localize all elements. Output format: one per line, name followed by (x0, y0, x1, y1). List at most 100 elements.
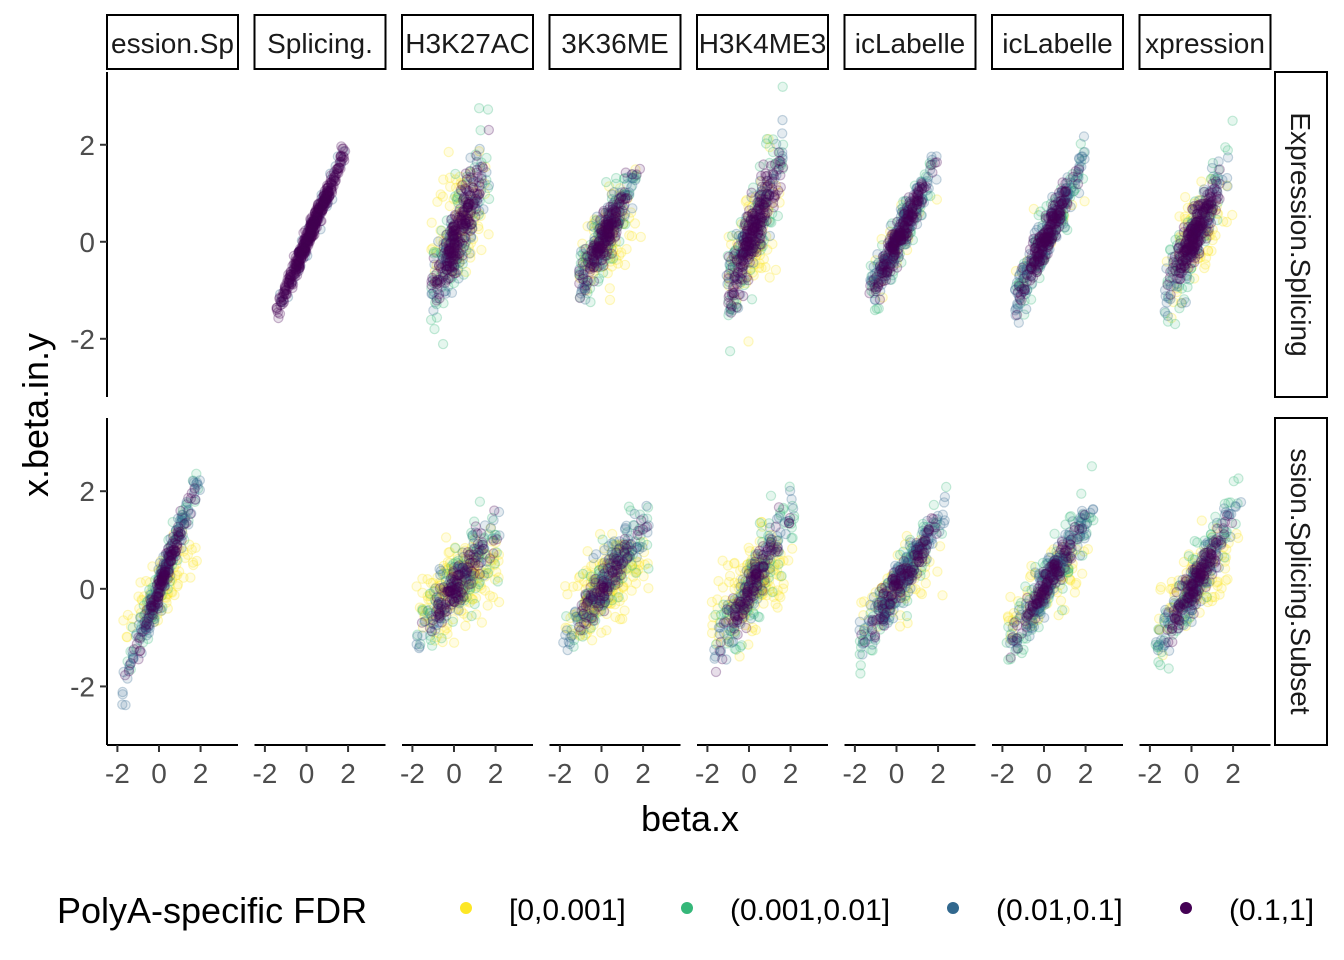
data-point (436, 633, 447, 644)
data-point (300, 237, 311, 248)
data-point (435, 569, 446, 581)
data-point (438, 174, 449, 185)
data-point (298, 235, 309, 246)
panels-layer (117, 81, 1247, 711)
data-point (1179, 262, 1191, 273)
data-point (886, 229, 898, 240)
data-point (426, 280, 437, 291)
data-point (610, 230, 621, 242)
data-point (1188, 257, 1200, 268)
data-point (751, 246, 762, 258)
data-point (295, 260, 306, 272)
data-point (335, 150, 346, 162)
data-point (444, 272, 455, 284)
data-point (1193, 235, 1204, 246)
data-point (594, 586, 606, 597)
data-point (492, 576, 503, 587)
data-point (425, 634, 436, 646)
data-point (783, 555, 794, 566)
data-point (294, 249, 305, 260)
data-point (322, 187, 333, 199)
data-point (311, 210, 322, 222)
data-point (723, 291, 734, 303)
data-point (185, 508, 196, 520)
data-point (459, 183, 471, 194)
data-point (317, 204, 328, 215)
data-point (1032, 247, 1044, 258)
data-point (309, 214, 320, 225)
data-point (440, 599, 451, 610)
data-point (322, 197, 333, 209)
data-point (485, 522, 497, 534)
data-point (293, 247, 304, 258)
data-point (476, 244, 487, 256)
data-point (431, 268, 442, 280)
data-point (319, 198, 330, 209)
data-point (758, 202, 769, 213)
data-point (488, 548, 499, 559)
data-point (290, 259, 301, 270)
data-point (764, 272, 775, 283)
data-point (426, 217, 437, 228)
data-point (289, 263, 300, 274)
data-point (630, 578, 642, 589)
data-point (422, 605, 433, 617)
data-point (610, 572, 621, 583)
panel-r2-c3 (411, 496, 505, 654)
data-point (893, 252, 904, 263)
data-point (1162, 310, 1174, 322)
data-point (300, 235, 311, 246)
data-point (429, 323, 440, 335)
data-point (1067, 171, 1079, 183)
data-point (629, 218, 641, 229)
data-point (187, 557, 199, 568)
data-point (1214, 164, 1225, 175)
data-point (312, 211, 323, 223)
data-point (304, 221, 316, 232)
data-point (1222, 152, 1234, 163)
data-point (135, 645, 146, 656)
data-point (758, 254, 770, 265)
data-point (476, 173, 487, 184)
data-point (584, 263, 596, 275)
data-point (435, 277, 446, 288)
data-point (1061, 197, 1073, 208)
data-point (769, 159, 781, 170)
data-point (1014, 294, 1026, 305)
panel-r1-c8 (1159, 115, 1238, 330)
data-point (289, 261, 300, 273)
data-point (1180, 297, 1192, 308)
data-point (598, 606, 610, 617)
data-point (599, 236, 611, 247)
data-point (620, 167, 632, 178)
data-point (318, 195, 329, 207)
data-point (473, 102, 485, 114)
data-point (746, 231, 757, 242)
data-point (293, 264, 304, 275)
data-point (298, 238, 309, 249)
data-point (477, 537, 488, 548)
data-point (483, 193, 495, 205)
data-point (313, 204, 324, 215)
data-point (641, 500, 652, 512)
data-point (608, 213, 620, 224)
data-point (756, 181, 768, 192)
data-point (482, 600, 493, 611)
data-point (598, 205, 610, 217)
data-point (299, 251, 310, 262)
data-point (483, 229, 494, 240)
data-point (309, 215, 320, 226)
data-point (1073, 187, 1085, 199)
data-point (589, 235, 600, 247)
data-point (320, 193, 332, 205)
data-point (339, 155, 350, 166)
data-point (1196, 207, 1208, 219)
data-point (635, 231, 647, 243)
data-point (306, 216, 317, 227)
data-point (600, 250, 611, 261)
data-point (746, 187, 757, 198)
data-point (604, 294, 616, 306)
data-point (601, 176, 612, 188)
data-point (320, 194, 331, 206)
data-point (493, 596, 505, 608)
